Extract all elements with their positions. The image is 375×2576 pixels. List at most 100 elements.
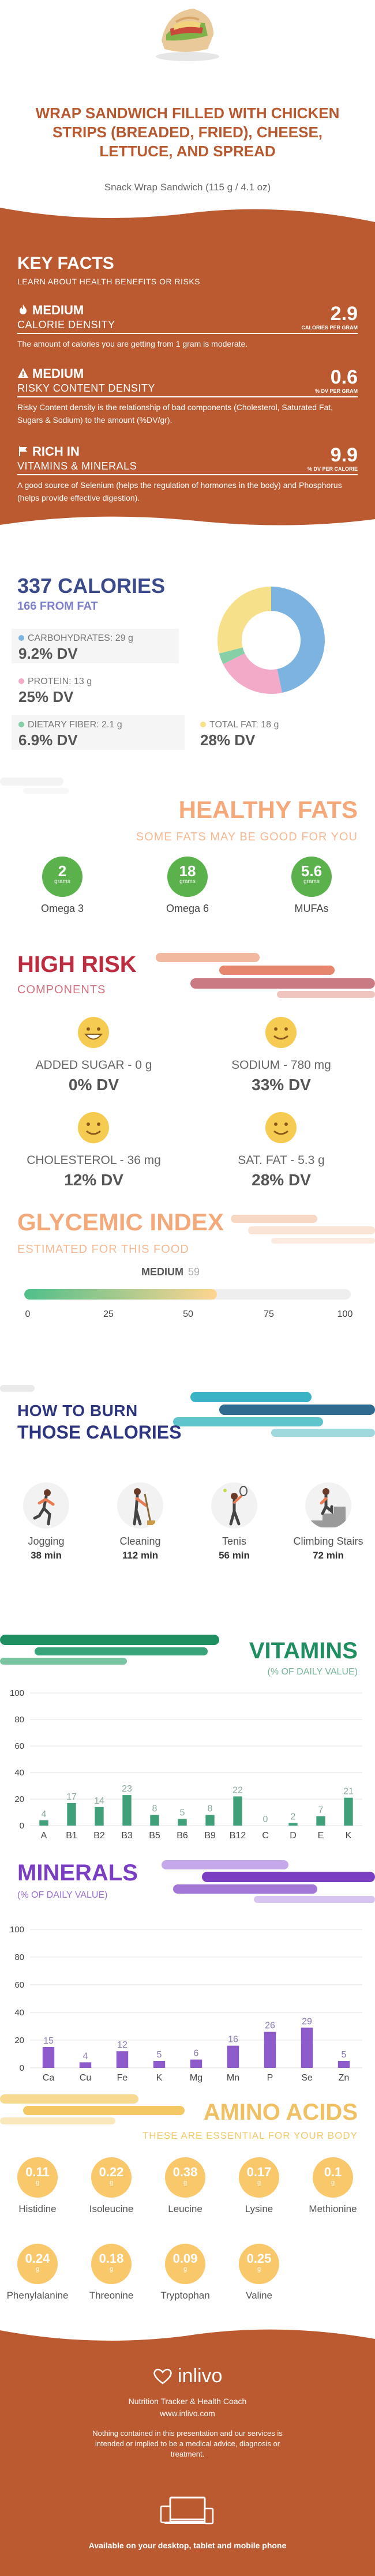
minerals-section: MINERALS (% OF DAILY VALUE) 0 20 40 60 80 100… [0,1849,375,2091]
healthy-fats-subtitle: SOME FATS MAY BE GOOD FOR YOU [136,831,358,843]
fiber-dot [18,722,24,727]
fat-label: TOTAL FAT: 18 g [209,720,279,730]
x-tick-label: B1 [66,1831,77,1841]
risky-density-level: MEDIUM [17,366,84,381]
amino-lysine: 0.17 g Lysine [224,2157,294,2215]
jogging-icon [33,1489,55,1526]
amino-phenylalanine: 0.24 g Phenylalanine [3,2244,72,2301]
x-tick-label: Cu [80,2073,91,2083]
bar-value-label: 8 [208,1804,213,1814]
smile-face-icon [265,1017,297,1048]
amino-name: Threonine [89,2290,134,2301]
amino-tryptophan: 0.09 g Tryptophan [151,2244,220,2301]
protein-dv: 25% DV [18,688,74,705]
calorie-density-label: CALORIE DENSITY [17,319,115,331]
bar-K [344,1797,353,1826]
sat-fat-dv: 28% DV [252,1171,311,1189]
x-tick-label: A [41,1831,47,1841]
bar-value-label: 29 [302,2017,312,2026]
activity-name: Cleaning [119,1535,161,1547]
x-tick-label: Se [301,2073,313,2083]
x-tick-label: Zn [339,2073,350,2083]
food-title: WRAP SANDWICH FILLED WITH CHICKEN STRIPS… [35,104,340,160]
mufa-unit: grams [303,878,320,885]
x-tick-label: B9 [204,1831,216,1841]
omega3-unit: grams [54,878,70,885]
risky-density-unit: % DV PER GRAM [314,388,358,394]
decor-stripes [162,1860,375,1903]
activity-tennis: Tenis 56 min [191,1482,278,1561]
carbs-dv: 9.2% DV [18,645,78,662]
fiber-label: DIETARY FIBER: 2.1 g [28,720,122,730]
high-risk-subtitle: COMPONENTS [17,983,106,996]
bar-Mg [190,2059,202,2068]
glycemic-index-section: GLYCEMIC INDEX ESTIMATED FOR THIS FOOD M… [0,1203,375,1376]
risky-density-value: 0.6 [330,366,358,388]
amino-value: 0.09 [172,2251,198,2266]
activity-time: 56 min [219,1550,250,1561]
amino-unit: g [183,2179,187,2186]
website-link[interactable]: www.inlivo.com [160,2409,215,2418]
amino-name: Tryptophan [160,2290,210,2301]
amino-leucine: 0.38 g Leucine [151,2157,220,2215]
calorie-density-desc: The amount of calories you are getting f… [17,339,248,348]
sandwich-image [156,9,219,61]
bar-D [288,1823,298,1826]
omega3-value: 2 [58,862,67,880]
x-tick-label: K [156,2073,163,2083]
stairs-icon [311,1488,346,1527]
y-tick-label: 40 [14,1768,24,1778]
high-risk-title: HIGH RISK [17,952,137,977]
tagline: Nutrition Tracker & Health Coach [128,2397,247,2406]
bar-Fe [116,2051,129,2068]
decor-stripes [0,1385,375,1437]
bar-value-label: 22 [232,1785,243,1795]
warning-icon [18,368,28,378]
x-tick-label: Mg [190,2073,202,2083]
x-tick-label: D [290,1831,297,1841]
inlivo-logo[interactable]: inlivo [0,2365,375,2387]
calories-title: 337 CALORIES [17,574,166,598]
healthy-fats-title: HEALTHY FATS [178,796,358,823]
y-tick-label: 20 [14,1794,24,1804]
macro-donut-chart [217,587,325,694]
y-tick-label: 0 [20,1821,24,1831]
x-tick-label: Mn [227,2073,239,2083]
gi-tick: 75 [264,1309,274,1319]
omega6-value: 18 [179,862,196,880]
amino-value: 0.18 [99,2251,124,2266]
bar-value-label: 2 [291,1812,296,1822]
omega6-circle: 18 grams [167,857,208,897]
calorie-density-level-text: MEDIUM [32,303,84,317]
bar-value-label: 21 [343,1787,354,1797]
vitamins-minerals-level-text: RICH IN [32,444,80,459]
cholesterol-dv: 12% DV [64,1171,123,1189]
amino-unit: g [109,2179,114,2186]
flag-icon [19,446,27,456]
y-tick-label: 60 [14,1980,24,1990]
bar-Mn [227,2045,239,2068]
flame-icon [20,305,27,314]
gi-tick: 100 [337,1309,353,1319]
healthy-fats-section: HEALTHY FATS SOME FATS MAY BE GOOD FOR Y… [0,773,375,937]
tennis-icon [223,1486,247,1526]
bar-B9 [205,1815,215,1826]
risky-density-label: RISKY CONTENT DENSITY [17,382,155,394]
bar-value-label: 16 [228,2035,238,2045]
amino-unit: g [35,2266,40,2273]
protein-label: PROTEIN: 13 g [28,677,92,686]
amino-unit: g [183,2266,187,2273]
wave-bottom-divider [0,516,375,531]
minerals-subtitle: (% OF DAILY VALUE) [17,1890,108,1900]
decor-stripes [156,953,375,998]
amino-unit: g [257,2266,261,2273]
high-risk-section: HIGH RISK COMPONENTS ADDED SUGAR - 0 g 0… [0,937,375,1203]
activity-jogging: Jogging 38 min [3,1482,89,1561]
burn-title-1: HOW TO BURN [17,1402,138,1420]
vitamins-section: VITAMINS (% OF DAILY VALUE) 0 20 40 60 80 100… [0,1624,375,1849]
risky-density-desc: Risky Content density is the relationshi… [17,403,333,425]
activity-time: 38 min [31,1550,62,1561]
amino-valine: 0.25 g Valine [224,2244,294,2301]
vitamins-title: VITAMINS [249,1638,358,1663]
y-tick-label: 20 [14,2036,24,2045]
